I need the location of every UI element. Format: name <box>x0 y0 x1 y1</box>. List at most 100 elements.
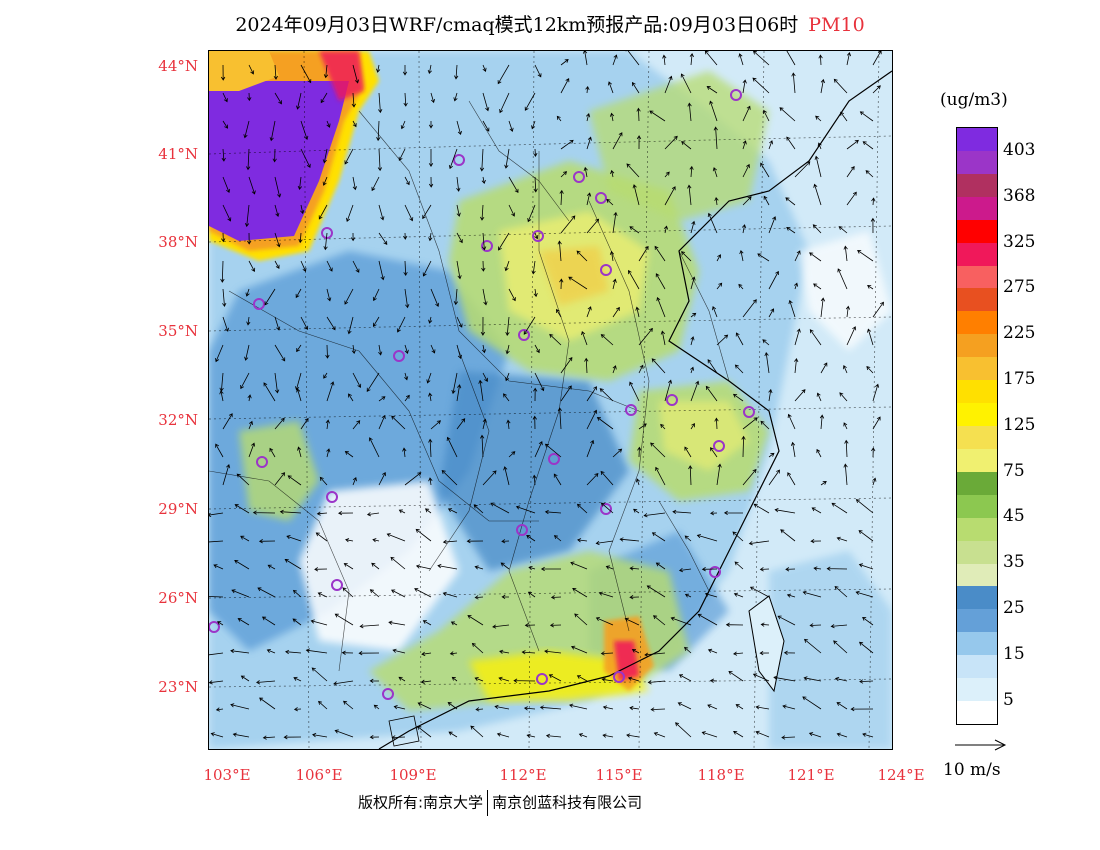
wind-arrow <box>334 613 354 626</box>
wind-arrow <box>403 232 408 240</box>
wind-arrow <box>862 141 874 150</box>
wind-arrow <box>404 176 410 186</box>
wind-arrow <box>764 352 770 374</box>
wind-arrow <box>534 372 545 392</box>
wind-arrow <box>872 85 881 94</box>
wind-arrow <box>733 731 744 738</box>
wind-arrow <box>655 466 666 486</box>
wind-arrow <box>636 107 641 122</box>
wind-arrow <box>690 312 697 318</box>
wind-arrow <box>352 260 360 273</box>
wind-arrow <box>664 186 676 206</box>
wind-arrow <box>638 327 653 346</box>
wind-arrow <box>300 120 309 141</box>
wind-arrow <box>687 184 692 206</box>
wind-arrow <box>480 434 485 458</box>
wind-arrow <box>872 51 882 66</box>
wind-arrow <box>285 649 302 655</box>
wind-arrow <box>456 204 461 217</box>
wind-arrow <box>735 332 744 346</box>
wind-arrow <box>505 372 510 382</box>
wind-arrow <box>442 539 458 545</box>
wind-reference-label: 10 m/s <box>943 760 1001 780</box>
wind-arrow <box>248 176 256 195</box>
wind-arrow <box>625 51 640 66</box>
title-text: 2024年09月03日WRF/cmaq模式12km预报产品:09月03日06时 <box>235 14 799 36</box>
wind-arrow <box>373 316 380 327</box>
wind-arrow <box>858 641 874 654</box>
wind-arrow <box>494 704 510 710</box>
legend-swatch <box>957 448 997 473</box>
wind-arrow <box>217 621 224 626</box>
wind-arrow <box>352 176 357 191</box>
wind-arrow <box>248 420 253 430</box>
lat-label-35: 35°N <box>158 322 198 340</box>
wind-arrow <box>704 592 718 598</box>
wind-arrow <box>369 734 380 740</box>
wind-arrow <box>220 260 225 283</box>
wind-arrow <box>732 531 744 542</box>
wind-arrow <box>508 204 516 217</box>
wind-arrow <box>582 51 588 66</box>
wind-arrow <box>475 707 484 712</box>
wind-arrow <box>230 703 250 710</box>
wind-arrow <box>482 288 488 306</box>
wind-arrow <box>404 288 410 309</box>
wind-arrow <box>372 538 380 543</box>
wind-arrow <box>352 476 357 486</box>
wind-arrow <box>318 700 328 710</box>
wind-arrow <box>396 316 406 333</box>
wind-arrow <box>610 169 615 178</box>
wind-arrow <box>248 260 256 272</box>
wind-arrow <box>600 502 614 514</box>
wind-arrow <box>274 344 286 362</box>
wind-arrow <box>768 216 777 234</box>
wind-arrow <box>734 561 744 570</box>
wind-arrow <box>838 226 848 234</box>
wind-arrow <box>533 288 538 298</box>
wind-arrow <box>318 204 328 220</box>
wind-arrow <box>779 107 796 122</box>
wind-arrow <box>677 702 692 710</box>
wind-arrow <box>709 100 718 122</box>
wind-arrow <box>505 344 510 355</box>
wind-arrow <box>219 390 224 402</box>
wind-arrow <box>446 436 458 458</box>
wind-arrow <box>240 535 250 542</box>
wind-arrow <box>513 678 536 683</box>
wind-arrow <box>533 176 538 193</box>
wind-arrow <box>403 92 408 107</box>
wind-arrow <box>456 232 463 244</box>
wind-arrow <box>428 121 434 129</box>
wind-arrow <box>606 198 614 206</box>
wind-arrow <box>619 537 640 542</box>
wind-arrow <box>793 282 799 290</box>
wind-arrow <box>326 381 335 402</box>
wind-arrow <box>857 249 874 262</box>
wind-arrow <box>781 735 796 740</box>
wind-arrow <box>352 420 361 430</box>
wind-arrow <box>504 260 510 272</box>
wind-arrow <box>672 509 692 515</box>
lon-label-109: 109°E <box>389 766 437 784</box>
wind-arrow <box>286 535 302 542</box>
legend-label: 368 <box>1003 185 1036 206</box>
wind-arrow <box>222 288 227 307</box>
wind-arrow <box>768 388 773 402</box>
wind-arrow <box>684 535 692 542</box>
wind-arrow <box>295 372 302 391</box>
legend-swatch <box>957 471 997 496</box>
wind-arrow <box>533 387 538 402</box>
wind-arrow <box>560 139 574 150</box>
wind-arrow <box>352 372 362 388</box>
wind-arrow <box>550 595 562 600</box>
legend-swatch <box>957 128 997 152</box>
wind-arrow <box>404 394 410 402</box>
wind-arrow <box>755 730 770 738</box>
lon-label-118: 118°E <box>697 766 745 784</box>
wind-arrow <box>858 530 874 542</box>
wind-arrow <box>300 64 312 84</box>
wind-arrow <box>378 344 383 356</box>
wind-arrow <box>403 260 408 276</box>
lat-label-38: 38°N <box>158 233 198 251</box>
